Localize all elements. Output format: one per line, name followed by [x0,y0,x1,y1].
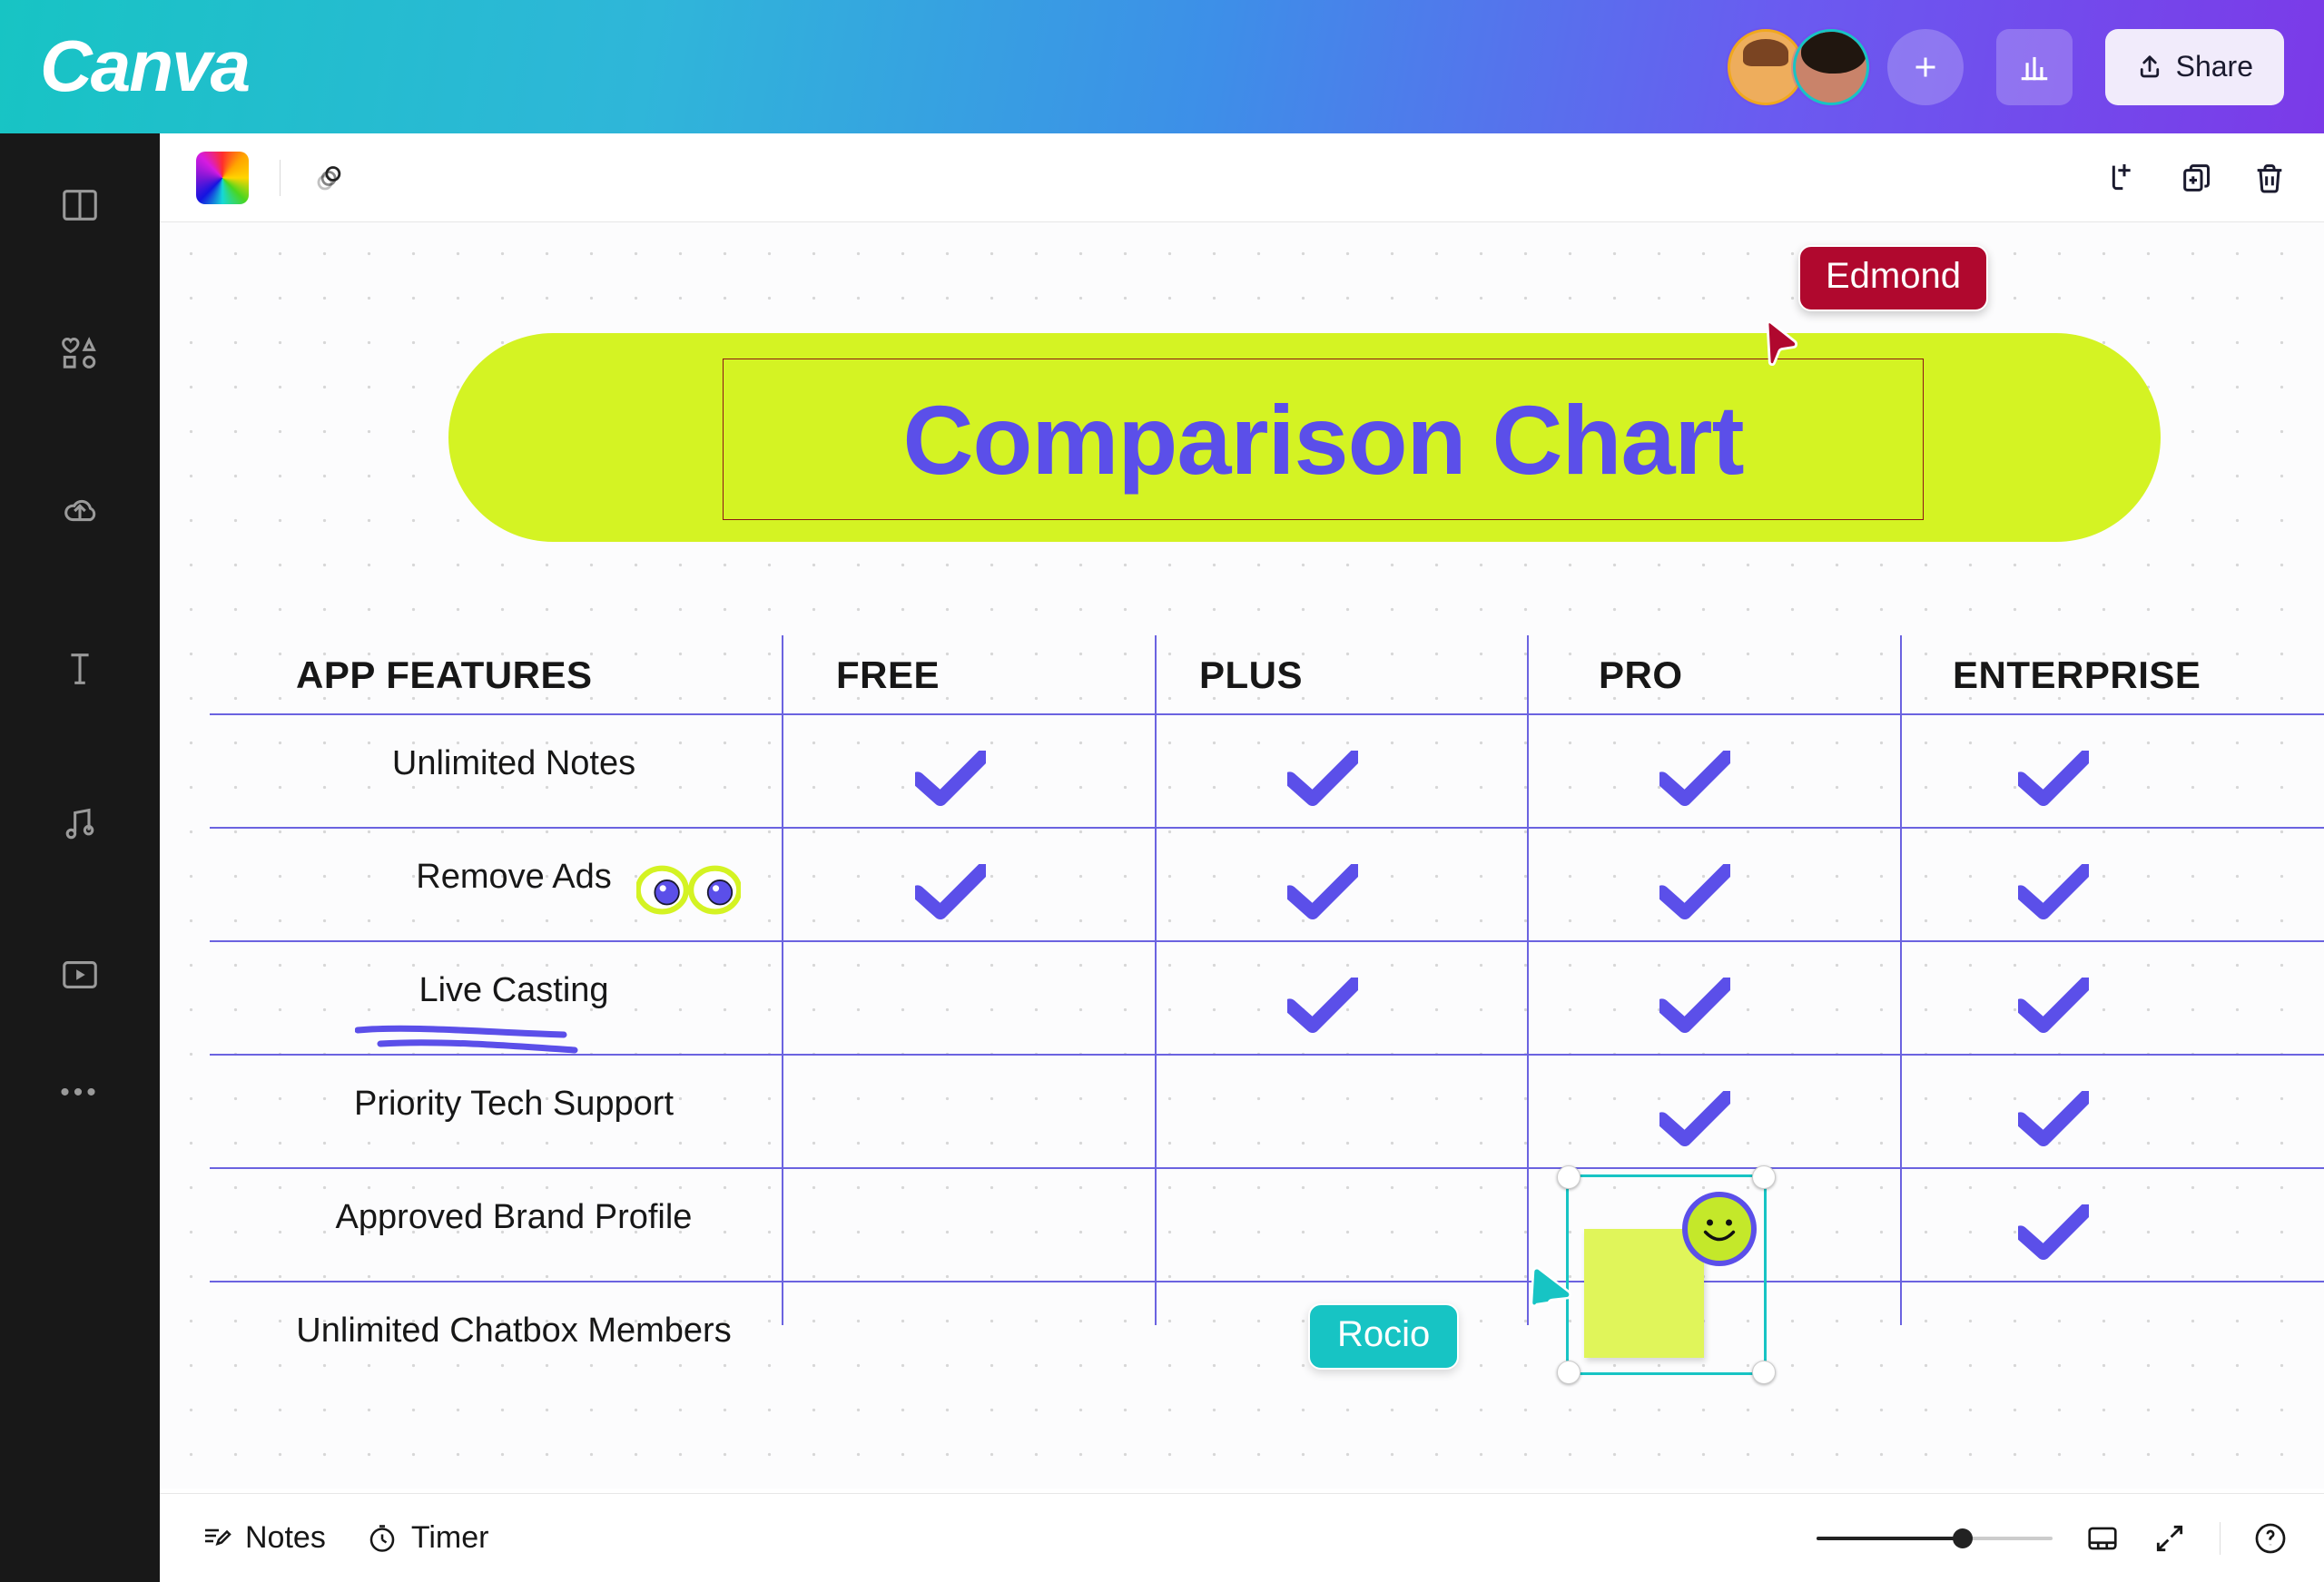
svg-text:Canva: Canva [40,25,250,106]
